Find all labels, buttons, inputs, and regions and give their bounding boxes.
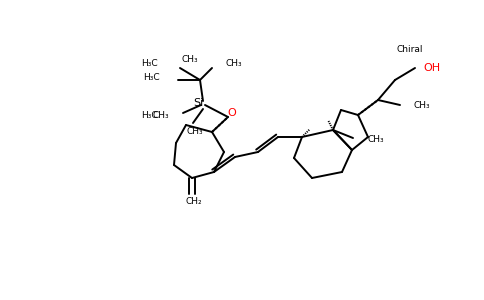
Text: CH₃: CH₃ xyxy=(152,110,169,119)
Text: CH₃: CH₃ xyxy=(182,56,198,64)
Text: CH₃: CH₃ xyxy=(414,100,431,109)
Text: CH₂: CH₂ xyxy=(186,196,202,206)
Text: H₃C: H₃C xyxy=(143,74,160,82)
Text: Si: Si xyxy=(193,98,203,108)
Text: H₃C: H₃C xyxy=(141,59,158,68)
Text: Chiral: Chiral xyxy=(397,46,423,55)
Text: OH: OH xyxy=(423,63,440,73)
Text: O: O xyxy=(227,108,236,118)
Text: CH₃: CH₃ xyxy=(367,136,384,145)
Text: CH₃: CH₃ xyxy=(226,59,242,68)
Text: H₃C: H₃C xyxy=(141,110,158,119)
Text: CH₃: CH₃ xyxy=(187,127,203,136)
